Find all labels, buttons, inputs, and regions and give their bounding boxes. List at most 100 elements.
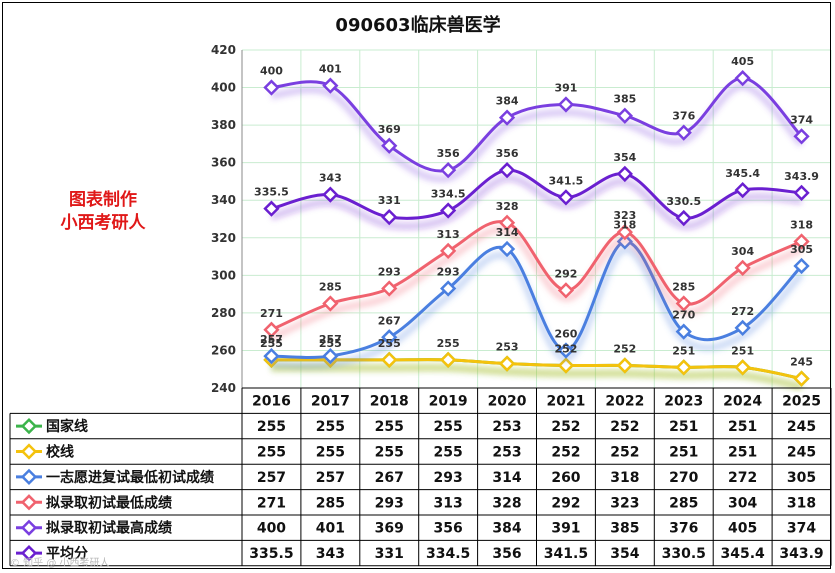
series-glow [270, 174, 802, 230]
data-point [557, 282, 575, 299]
data-label: 313 [437, 228, 460, 241]
data-label: 292 [554, 267, 577, 280]
legend-marker [20, 443, 38, 460]
table-cell: 257 [257, 470, 286, 486]
data-label: 314 [496, 226, 519, 239]
table-cell: 341.5 [544, 546, 588, 562]
data-point [381, 137, 398, 154]
y-tick-label: 420 [211, 43, 236, 57]
data-label: 318 [790, 219, 813, 232]
data-label: 260 [554, 327, 577, 340]
table-cell: 285 [669, 495, 698, 511]
data-point [675, 323, 692, 340]
table-cell: 260 [551, 470, 580, 486]
data-label: 267 [378, 314, 401, 327]
table-cell: 285 [316, 495, 345, 511]
table-cell: 313 [434, 495, 463, 511]
table-cell: 251 [728, 419, 757, 435]
data-point [498, 109, 516, 126]
data-label: 257 [260, 333, 283, 346]
table-cell: 304 [728, 495, 757, 511]
x-tick-label: 2019 [429, 394, 468, 410]
data-labels: 255 255 255 255 253 252 252 251 251 245 257 257 267 2… [254, 55, 819, 368]
data-label: 257 [319, 333, 342, 346]
data-point [793, 370, 810, 387]
data-point [498, 162, 516, 179]
data-label: 391 [554, 81, 577, 94]
x-tick-label: 2022 [605, 394, 644, 410]
data-label: 343.9 [784, 170, 819, 183]
series-5 [263, 162, 810, 230]
table-cell: 405 [728, 521, 757, 537]
legend-label: 平均分 [46, 545, 88, 562]
table-cell: 401 [316, 521, 345, 537]
data-point [440, 242, 457, 260]
series-line [270, 220, 803, 332]
data-label: 376 [672, 110, 695, 123]
data-point [734, 319, 751, 337]
legend-marker [20, 468, 38, 486]
chart-title: 090603临床兽医学 [335, 14, 500, 36]
table-cell: 384 [492, 521, 521, 537]
legend-label: 一志愿进复试最低初试成绩 [46, 469, 214, 486]
data-label: 400 [260, 65, 283, 78]
data-point [322, 186, 339, 203]
data-label: 252 [554, 342, 577, 355]
data-label: 369 [378, 123, 401, 136]
data-label: 334.5 [431, 188, 466, 201]
data-label: 335.5 [254, 186, 289, 199]
data-label: 385 [613, 93, 636, 106]
table-cell: 251 [728, 445, 757, 461]
legend-label: 拟录取初试最高成绩 [46, 520, 172, 537]
data-point [263, 347, 280, 365]
watermark-line-2: 小西考研人 [61, 212, 147, 233]
x-tick-label: 2024 [723, 394, 762, 410]
y-axis: 240 260 280 300 320 340 360 380 400 420 [211, 43, 236, 395]
legend-marker [20, 544, 38, 562]
table-cell: 252 [551, 419, 580, 435]
data-label: 341.5 [549, 174, 584, 187]
data-label: 255 [437, 337, 460, 350]
data-label: 405 [731, 55, 754, 68]
watermark: 图表制作 小西考研人 [61, 189, 147, 233]
table-cell: 255 [316, 445, 345, 461]
table-cell: 385 [610, 521, 639, 537]
y-tick-label: 240 [211, 381, 236, 395]
data-label: 401 [319, 63, 342, 76]
table-cell: 251 [669, 445, 698, 461]
corner-mark: © 知乎 @ 小西考研人 [10, 556, 110, 569]
data-point [793, 128, 810, 145]
table-cell: 255 [375, 419, 404, 435]
table-cell: 253 [492, 419, 521, 435]
table-cell: 255 [316, 419, 345, 435]
table-cell: 292 [551, 495, 580, 511]
data-point [675, 209, 692, 227]
data-point [440, 202, 457, 219]
series-3 [263, 214, 810, 341]
legend-marker [20, 519, 38, 536]
data-label: 253 [496, 341, 519, 354]
data-point [557, 342, 575, 359]
data-point [557, 96, 575, 113]
data-label: 318 [613, 219, 636, 232]
table-cell: 255 [257, 419, 286, 435]
data-label: 343 [319, 172, 342, 185]
data-label: 255 [378, 337, 401, 350]
data-point [381, 351, 398, 368]
data-point [734, 70, 751, 87]
y-tick-label: 380 [211, 118, 236, 132]
table-cell: 255 [434, 419, 463, 435]
table-cell: 374 [787, 521, 816, 537]
data-point [793, 184, 810, 202]
data-point [440, 280, 457, 297]
table-cell: 343.9 [779, 546, 823, 562]
series-line [271, 168, 802, 220]
y-tick-label: 360 [211, 156, 236, 170]
table-cell: 270 [669, 470, 698, 486]
table-cell: 356 [492, 546, 521, 562]
data-point [557, 189, 575, 206]
table-cell: 245 [787, 419, 816, 435]
table-cell: 272 [728, 470, 757, 486]
table-cell: 252 [551, 445, 580, 461]
